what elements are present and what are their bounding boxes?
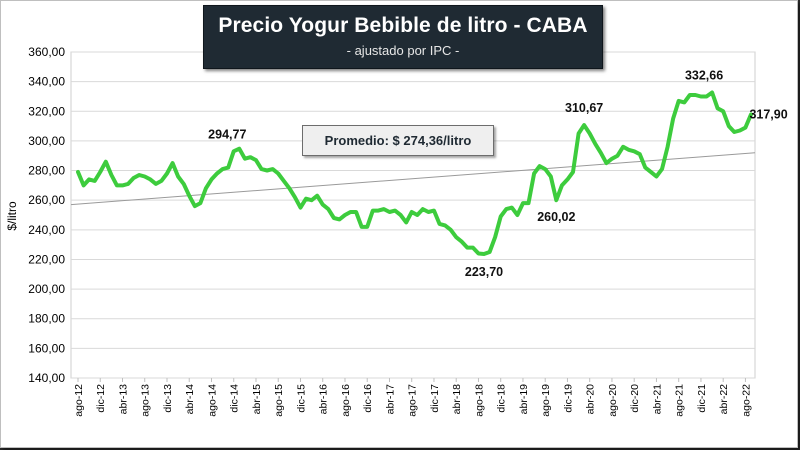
average-label: Promedio: $ 274,36/litro <box>324 133 472 148</box>
data-label: 260,02 <box>537 210 575 224</box>
data-label: 317,90 <box>749 107 787 121</box>
y-tick-label: 140,00 <box>28 371 65 385</box>
y-axis-label: $/litro <box>5 201 19 231</box>
data-label: 332,66 <box>685 69 723 83</box>
x-tick-label: abr-18 <box>451 384 463 415</box>
x-tick-label: ago-20 <box>607 384 619 417</box>
y-tick-label: 280,00 <box>28 164 65 178</box>
x-tick-label: ago-14 <box>206 384 218 417</box>
x-tick-label: abr-19 <box>518 384 530 415</box>
x-axis: ago-12 dic-12 abr-13 ago-13 dic-13 abr-14 ago-… <box>73 378 752 417</box>
x-tick-label: ago-19 <box>540 384 552 417</box>
x-tick-label: ago-15 <box>273 384 285 417</box>
x-tick-label: dic-16 <box>362 384 374 413</box>
y-axis: 140,00 160,00 180,00 200,00 220,00 240,00 260,… <box>28 45 65 385</box>
x-tick-label: dic-20 <box>629 384 641 413</box>
chart-title-box: Precio Yogur Bebible de litro - CABA - a… <box>203 5 603 69</box>
x-tick-label: dic-15 <box>295 384 307 413</box>
x-tick-label: dic-21 <box>696 384 708 413</box>
series-line <box>76 90 753 256</box>
y-tick-label: 200,00 <box>28 282 65 296</box>
y-tick-label: 360,00 <box>28 45 65 59</box>
y-tick-label: 340,00 <box>28 75 65 89</box>
x-tick-label: ago-13 <box>140 384 152 417</box>
series <box>76 90 753 256</box>
plot-area <box>70 51 756 379</box>
x-tick-label: abr-13 <box>117 384 129 415</box>
annotations: 294,77 223,70 260,02 310,67 332,66 317,90 <box>208 69 788 279</box>
x-tick-label: abr-17 <box>384 384 396 415</box>
x-tick-label: dic-18 <box>496 384 508 413</box>
y-tick-label: 300,00 <box>28 134 65 148</box>
y-tick-label: 180,00 <box>28 312 65 326</box>
x-tick-label: abr-20 <box>585 384 597 415</box>
y-tick-label: 160,00 <box>28 341 65 355</box>
data-label: 223,70 <box>465 265 503 279</box>
x-tick-label: ago-18 <box>473 384 485 417</box>
y-tick-label: 320,00 <box>28 104 65 118</box>
x-tick-label: abr-22 <box>718 384 730 415</box>
y-tick-label: 220,00 <box>28 252 65 266</box>
x-tick-label: abr-21 <box>651 384 663 415</box>
x-tick-label: abr-16 <box>318 384 330 415</box>
x-tick-label: dic-17 <box>429 384 441 413</box>
grid-lines <box>71 51 755 379</box>
y-tick-label: 260,00 <box>28 193 65 207</box>
y-tick-label: 240,00 <box>28 223 65 237</box>
x-tick-label: ago-22 <box>740 384 752 417</box>
chart-subtitle: - ajustado por IPC - <box>346 43 460 58</box>
chart-title: Precio Yogur Bebible de litro - CABA <box>218 14 588 37</box>
x-tick-label: ago-21 <box>674 384 686 417</box>
average-callout: Promedio: $ 274,36/litro <box>302 125 494 156</box>
x-tick-label: abr-15 <box>251 384 263 415</box>
x-tick-label: ago-12 <box>73 384 85 417</box>
data-label: 294,77 <box>208 128 246 142</box>
x-tick-label: dic-19 <box>562 384 574 413</box>
data-label: 310,67 <box>565 101 603 115</box>
x-tick-label: ago-16 <box>340 384 352 417</box>
x-tick-label: dic-14 <box>229 384 241 413</box>
x-tick-label: dic-13 <box>162 384 174 413</box>
x-tick-label: dic-12 <box>95 384 107 413</box>
x-tick-label: abr-14 <box>184 384 196 415</box>
x-tick-label: ago-17 <box>407 384 419 417</box>
